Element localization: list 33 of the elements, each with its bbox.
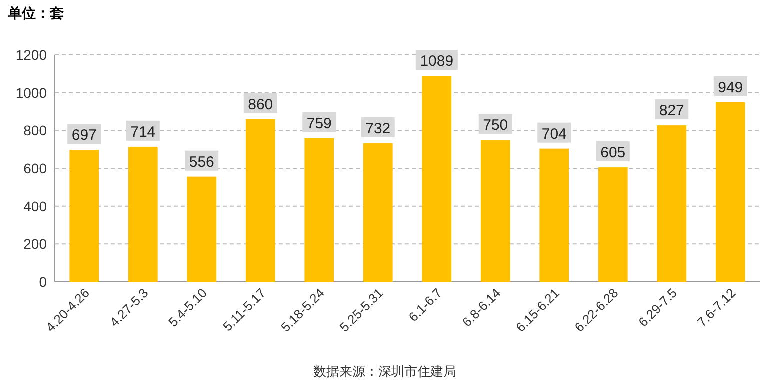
y-tick-label: 400	[24, 198, 48, 214]
data-label: 697	[72, 127, 97, 144]
bar	[540, 148, 570, 282]
bar	[304, 138, 334, 282]
data-label: 750	[483, 117, 508, 134]
bar	[187, 176, 217, 282]
bar	[128, 146, 158, 282]
data-label: 1089	[420, 52, 454, 70]
bar	[70, 150, 100, 282]
source-note: 数据来源：深圳市住建局	[314, 364, 456, 379]
bar	[716, 102, 746, 282]
y-tick-label: 800	[24, 122, 48, 139]
y-tick-label: 1000	[16, 84, 48, 101]
data-label: 714	[130, 124, 156, 141]
chart-title: 单位：套	[7, 5, 64, 21]
bar	[480, 140, 510, 282]
bar	[657, 126, 687, 282]
bar	[363, 144, 393, 282]
y-tick-label: 0	[39, 274, 48, 290]
y-tick-label: 600	[24, 160, 48, 176]
data-label: 605	[600, 144, 626, 162]
data-label: 732	[366, 120, 391, 138]
data-label: 827	[659, 102, 684, 120]
data-label: 860	[248, 96, 274, 114]
bar	[598, 168, 628, 282]
data-label: 556	[189, 154, 214, 171]
y-tick-label: 1200	[16, 47, 48, 63]
data-label: 949	[718, 79, 744, 96]
data-label: 759	[306, 115, 332, 132]
bar	[422, 76, 452, 282]
bar	[246, 119, 276, 282]
data-label: 704	[542, 126, 567, 143]
y-tick-label: 200	[24, 236, 48, 252]
